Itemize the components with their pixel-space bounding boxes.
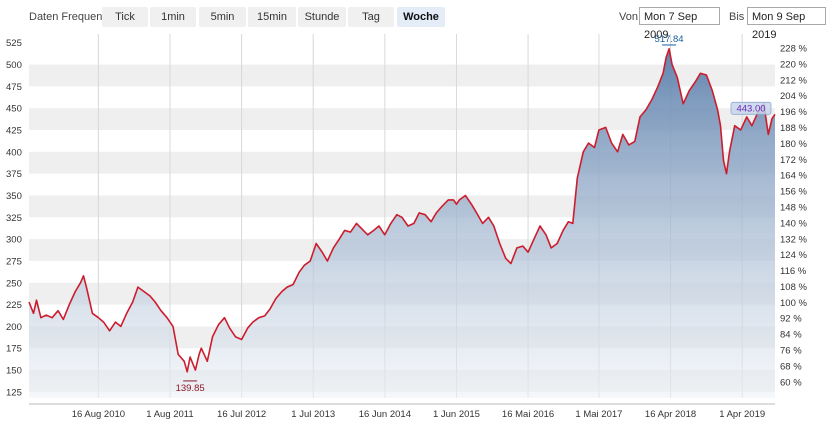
to-date-input[interactable]: Mon 9 Sep 2019 [747, 7, 826, 41]
right-tick-label: 196 % [780, 107, 807, 118]
y-tick-label: 150 [6, 366, 22, 377]
right-tick-label: 124 % [780, 250, 807, 261]
x-tick-label: 16 Aug 2010 [72, 409, 125, 420]
frequency-label: Daten Frequenz [29, 11, 108, 23]
series-area [29, 48, 775, 399]
grid-band [29, 64, 775, 87]
y-tick-label: 250 [6, 278, 22, 289]
right-tick-label: 212 % [780, 75, 807, 86]
x-tick-label: 1 Apr 2019 [719, 409, 765, 420]
x-tick-label: 1 Mai 2017 [575, 409, 622, 420]
freq-button-1min[interactable]: 1min [150, 7, 196, 27]
right-tick-label: 92 % [780, 314, 802, 325]
max-label: 517.84 [655, 34, 684, 45]
annotation-layer: 517.84 139.85 443.00 [176, 34, 772, 394]
right-tick-label: 60 % [780, 377, 802, 388]
freq-button-tag[interactable]: Tag [348, 7, 394, 27]
right-tick-label: 148 % [780, 202, 807, 213]
freq-button-stunde[interactable]: Stunde [298, 7, 346, 27]
x-tick-label: 16 Mai 2016 [502, 409, 554, 420]
right-tick-label: 116 % [780, 266, 807, 277]
y-tick-label: 275 [6, 256, 22, 267]
y-tick-label: 525 [6, 38, 22, 49]
y-tick-label: 425 [6, 126, 22, 137]
right-tick-label: 132 % [780, 234, 807, 245]
right-tick-label: 220 % [780, 59, 807, 70]
y-axis-right: 60 % 68 % 76 % 84 % 92 % 100 % 108 % 116 % 124 %… [780, 44, 807, 389]
toolbar: Daten Frequenz Tick 1min 5min 15min Stun… [0, 0, 830, 41]
to-label: Bis [729, 11, 745, 23]
x-tick-label: 16 Jul 2012 [217, 409, 266, 420]
y-tick-label: 350 [6, 191, 22, 202]
right-tick-label: 172 % [780, 155, 807, 166]
x-tick-label: 1 Aug 2011 [146, 409, 193, 420]
right-tick-label: 228 % [780, 44, 807, 55]
right-tick-label: 108 % [780, 282, 807, 293]
from-date-input[interactable]: Mon 7 Sep 2009 [639, 7, 720, 41]
right-tick-label: 180 % [780, 139, 807, 150]
min-label: 139.85 [176, 383, 205, 394]
right-tick-label: 84 % [780, 330, 802, 341]
x-tick-label: 1 Jun 2015 [433, 409, 480, 420]
y-tick-label: 200 [6, 322, 22, 333]
right-tick-label: 188 % [780, 123, 807, 134]
y-tick-label: 325 [6, 213, 22, 224]
right-tick-label: 156 % [780, 187, 807, 198]
last-value-label: 443.00 [736, 103, 765, 114]
right-tick-label: 140 % [780, 218, 807, 229]
y-tick-label: 500 [6, 60, 22, 71]
y-axis-left: 125 150 175 200 225 250 275 300 325 350 375 400 425 4… [6, 38, 22, 398]
x-axis: 16 Aug 2010 1 Aug 2011 16 Jul 2012 1 Jul 20… [29, 403, 775, 420]
y-tick-label: 475 [6, 82, 22, 93]
x-tick-label: 16 Jun 2014 [359, 409, 411, 420]
grid-band [29, 108, 775, 131]
freq-button-woche[interactable]: Woche [397, 7, 445, 27]
from-label: Von [619, 11, 638, 23]
y-tick-label: 175 [6, 344, 22, 355]
y-tick-label: 125 [6, 387, 22, 398]
y-tick-label: 400 [6, 147, 22, 158]
right-tick-label: 76 % [780, 346, 802, 357]
last-value-box [730, 101, 772, 115]
right-tick-label: 204 % [780, 91, 807, 102]
y-tick-label: 450 [6, 104, 22, 115]
right-tick-label: 100 % [780, 298, 807, 309]
right-tick-label: 164 % [780, 171, 807, 182]
x-tick-label: 1 Jul 2013 [291, 409, 335, 420]
y-tick-label: 225 [6, 300, 22, 311]
freq-button-5min[interactable]: 5min [199, 7, 246, 27]
x-tick-label: 16 Apr 2018 [645, 409, 696, 420]
right-tick-label: 68 % [780, 361, 802, 372]
freq-button-tick[interactable]: Tick [102, 7, 148, 27]
y-tick-label: 375 [6, 169, 22, 180]
y-tick-label: 300 [6, 235, 22, 246]
freq-button-15min[interactable]: 15min [248, 7, 296, 27]
series-line [28, 48, 776, 373]
area-layer [28, 48, 776, 399]
